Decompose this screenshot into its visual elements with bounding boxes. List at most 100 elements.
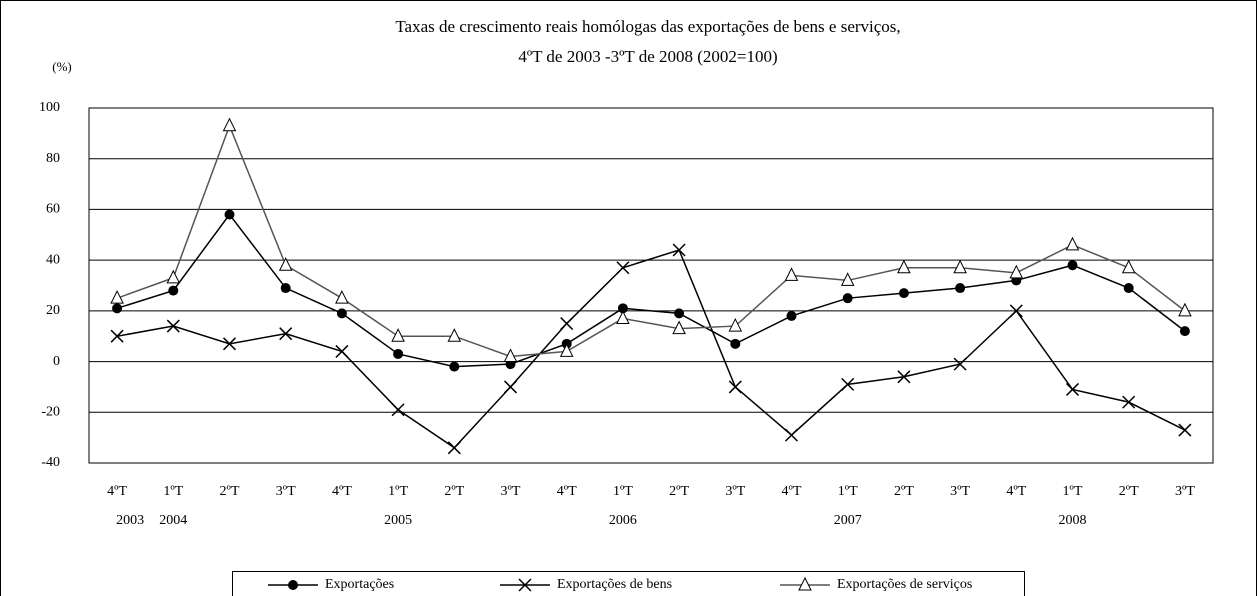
- marker: [391, 328, 405, 342]
- marker: [730, 338, 741, 349]
- marker: [897, 370, 911, 384]
- legend-label: Exportações de serviços: [837, 577, 972, 592]
- marker: [1009, 264, 1024, 279]
- x-tick-label: 3ºT: [501, 484, 521, 499]
- marker: [955, 283, 966, 294]
- legend-label: Exportações de bens: [557, 577, 672, 592]
- marker: [447, 441, 461, 455]
- legend-label: Exportações: [325, 577, 394, 592]
- marker: [278, 257, 293, 271]
- y-tick-label: 60: [46, 202, 60, 217]
- year-label: 2003: [116, 513, 144, 528]
- marker: [335, 290, 349, 304]
- marker: [1065, 236, 1080, 251]
- marker: [786, 310, 797, 321]
- legend-marker: [288, 580, 298, 590]
- marker: [1178, 302, 1192, 317]
- x-tick-label: 4ºT: [107, 484, 127, 499]
- year-label: 2004: [159, 513, 187, 528]
- marker: [280, 283, 291, 294]
- marker: [840, 272, 855, 286]
- legend-box: [232, 571, 1025, 596]
- y-axis-label: (%): [52, 59, 72, 74]
- marker: [449, 361, 460, 372]
- marker: [728, 380, 742, 394]
- y-tick-label: 100: [39, 100, 60, 115]
- marker: [391, 403, 405, 417]
- x-tick-label: 3ºT: [950, 484, 970, 499]
- marker: [1065, 382, 1080, 396]
- marker: [1179, 326, 1190, 337]
- marker: [503, 348, 518, 362]
- x-tick-label: 2ºT: [1119, 484, 1139, 499]
- marker: [953, 357, 967, 371]
- y-tick-label: 40: [46, 252, 60, 267]
- plot-area: [88, 107, 1214, 464]
- x-tick-label: 2ºT: [669, 484, 689, 499]
- x-tick-label: 1ºT: [838, 484, 858, 499]
- marker: [897, 259, 911, 274]
- marker: [336, 308, 347, 319]
- marker: [559, 343, 574, 357]
- marker: [841, 377, 855, 391]
- marker: [784, 267, 799, 281]
- marker: [224, 209, 235, 220]
- marker: [1009, 304, 1023, 318]
- marker: [560, 317, 574, 331]
- chart-title: Taxas de crescimento reais homólogas das…: [395, 17, 900, 36]
- marker: [110, 329, 124, 343]
- marker: [447, 328, 462, 342]
- y-tick-label: 80: [46, 151, 60, 166]
- marker: [335, 344, 349, 358]
- x-tick-label: 2ºT: [894, 484, 914, 499]
- y-tick-label: 0: [53, 354, 60, 369]
- x-tick-label: 4ºT: [782, 484, 802, 499]
- y-tick-label: -40: [41, 455, 60, 470]
- marker: [1123, 283, 1134, 294]
- legend-marker: [798, 576, 812, 591]
- marker: [1122, 395, 1136, 409]
- marker: [222, 117, 237, 132]
- year-label: 2008: [1059, 513, 1087, 528]
- marker: [953, 259, 967, 274]
- x-tick-label: 4ºT: [332, 484, 352, 499]
- marker: [616, 261, 630, 275]
- marker: [110, 290, 124, 304]
- x-tick-label: 4ºT: [1006, 484, 1026, 499]
- x-tick-label: 3ºT: [725, 484, 745, 499]
- chart-title: 4ºT de 2003 -3ºT de 2008 (2002=100): [518, 47, 777, 66]
- marker: [393, 348, 404, 359]
- marker: [166, 269, 181, 284]
- marker: [1121, 259, 1136, 274]
- marker: [784, 428, 799, 442]
- marker: [672, 320, 686, 335]
- marker: [168, 285, 179, 296]
- y-tick-label: 20: [46, 303, 60, 318]
- marker: [728, 317, 743, 332]
- marker: [1067, 260, 1078, 271]
- legend-marker: [518, 578, 532, 592]
- marker: [674, 308, 685, 319]
- x-tick-label: 2ºT: [444, 484, 464, 499]
- year-label: 2005: [384, 513, 412, 528]
- marker: [617, 303, 628, 314]
- marker: [842, 293, 853, 304]
- marker: [279, 327, 293, 341]
- x-tick-label: 3ºT: [1175, 484, 1195, 499]
- marker: [503, 380, 518, 394]
- year-label: 2006: [609, 513, 637, 528]
- marker: [166, 319, 180, 333]
- marker: [1178, 423, 1192, 437]
- series-line: [116, 213, 1186, 368]
- x-tick-label: 4ºT: [557, 484, 577, 499]
- x-tick-label: 1ºT: [163, 484, 183, 499]
- marker: [222, 337, 237, 351]
- x-tick-label: 2ºT: [220, 484, 240, 499]
- x-tick-label: 1ºT: [613, 484, 633, 499]
- x-tick-label: 3ºT: [276, 484, 296, 499]
- marker: [672, 243, 686, 257]
- marker: [616, 310, 630, 324]
- x-tick-label: 1ºT: [388, 484, 408, 499]
